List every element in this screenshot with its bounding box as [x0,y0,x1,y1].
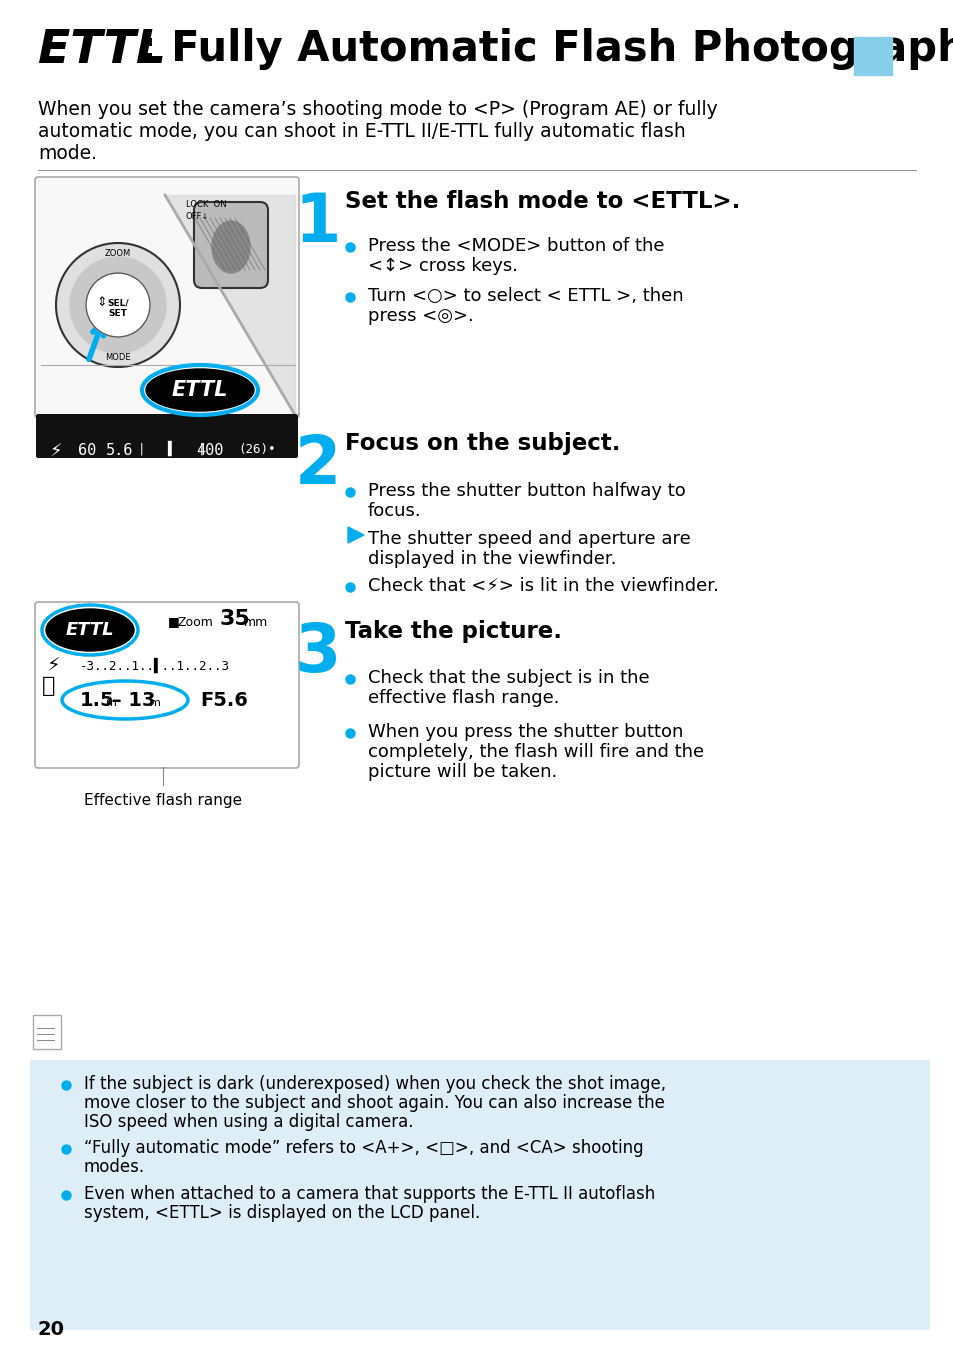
Text: press <◎>.: press <◎>. [368,307,474,325]
Polygon shape [165,195,294,416]
Text: modes.: modes. [84,1158,145,1176]
Text: – 13: – 13 [112,690,155,710]
Text: 3: 3 [294,620,341,686]
Text: system, <ETTL> is displayed on the LCD panel.: system, <ETTL> is displayed on the LCD p… [84,1204,479,1223]
Text: -3..2..1..▌..1..2..3: -3..2..1..▌..1..2..3 [80,658,230,672]
Text: Check that the subject is in the: Check that the subject is in the [368,668,649,687]
Text: <↕> cross keys.: <↕> cross keys. [368,257,517,274]
Text: ⛹: ⛹ [42,677,55,695]
Text: Take the picture.: Take the picture. [345,620,561,643]
Polygon shape [348,527,364,543]
Text: SEL/: SEL/ [107,299,129,308]
Text: Zoom: Zoom [178,616,213,628]
Text: F5.6: F5.6 [200,690,248,710]
Text: “Fully automatic mode” refers to <A+>, <□>, and <CA> shooting: “Fully automatic mode” refers to <A+>, <… [84,1139,643,1157]
Text: LOCK  ON: LOCK ON [186,200,227,208]
Ellipse shape [212,221,250,273]
Text: automatic mode, you can shoot in E-TTL II/E-TTL fully automatic flash: automatic mode, you can shoot in E-TTL I… [38,122,685,141]
Text: m: m [106,698,117,707]
Text: m: m [150,698,161,707]
Text: Even when attached to a camera that supports the E-TTL II autoflash: Even when attached to a camera that supp… [84,1185,655,1202]
FancyBboxPatch shape [35,603,298,768]
Ellipse shape [46,609,133,651]
Text: SET: SET [109,308,128,317]
Text: 2: 2 [294,432,341,498]
Text: |   ▌   |: | ▌ | [138,441,205,456]
Text: effective flash range.: effective flash range. [368,689,558,707]
Text: OFF↓: OFF↓ [186,213,209,221]
Text: Press the shutter button halfway to: Press the shutter button halfway to [368,482,685,500]
Bar [853,38,891,75]
Text: mm: mm [244,616,268,629]
Text: 60: 60 [78,443,96,459]
Text: The shutter speed and aperture are: The shutter speed and aperture are [368,530,690,547]
Text: displayed in the viewfinder.: displayed in the viewfinder. [368,550,616,568]
FancyBboxPatch shape [33,1015,61,1049]
Text: Press the <MODE> button of the: Press the <MODE> button of the [368,237,664,256]
Text: ⇕: ⇕ [96,296,107,309]
Text: 20: 20 [38,1319,65,1340]
Text: 1: 1 [294,190,341,256]
Text: ETTL: ETTL [66,621,114,639]
Text: ETTL: ETTL [172,381,228,399]
Text: move closer to the subject and shoot again. You can also increase the: move closer to the subject and shoot aga… [84,1093,664,1112]
Circle shape [56,243,180,367]
FancyBboxPatch shape [30,1060,929,1330]
FancyBboxPatch shape [36,414,297,459]
Text: ETTL: ETTL [38,28,166,73]
Text: Check that <⚡> is lit in the viewfinder.: Check that <⚡> is lit in the viewfinder. [368,577,719,594]
Text: When you press the shutter button: When you press the shutter button [368,724,682,741]
FancyBboxPatch shape [35,178,298,418]
Text: ⚡: ⚡ [46,656,60,675]
Text: : Fully Automatic Flash Photography: : Fully Automatic Flash Photography [140,28,953,70]
Text: (26)•: (26)• [237,443,275,456]
Text: MODE: MODE [105,352,131,362]
Text: 400: 400 [195,443,223,459]
Text: ■: ■ [168,616,179,628]
Text: focus.: focus. [368,502,421,521]
Text: ISO speed when using a digital camera.: ISO speed when using a digital camera. [84,1114,413,1131]
Text: Effective flash range: Effective flash range [84,794,242,808]
Text: ⚡: ⚡ [50,443,63,461]
Text: 5.6: 5.6 [106,443,133,459]
Text: Turn <○> to select < ETTL >, then: Turn <○> to select < ETTL >, then [368,286,683,305]
Text: completely, the flash will fire and the: completely, the flash will fire and the [368,742,703,761]
Text: Set the flash mode to <ETTL>.: Set the flash mode to <ETTL>. [345,190,740,213]
Text: mode.: mode. [38,144,97,163]
Text: When you set the camera’s shooting mode to <P> (Program AE) or fully: When you set the camera’s shooting mode … [38,100,717,118]
Circle shape [70,257,166,352]
Text: If the subject is dark (underexposed) when you check the shot image,: If the subject is dark (underexposed) wh… [84,1075,665,1093]
Text: ZOOM: ZOOM [105,249,131,257]
Text: picture will be taken.: picture will be taken. [368,763,557,781]
Ellipse shape [146,369,253,412]
Text: 35: 35 [220,609,251,629]
FancyBboxPatch shape [193,202,268,288]
Circle shape [86,273,150,338]
Text: Focus on the subject.: Focus on the subject. [345,432,619,455]
Text: 1.5: 1.5 [80,690,114,710]
